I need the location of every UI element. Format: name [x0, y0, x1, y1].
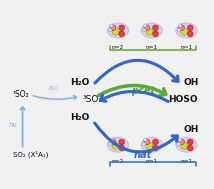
Circle shape — [187, 31, 193, 37]
Circle shape — [187, 25, 193, 31]
Circle shape — [187, 139, 193, 145]
Text: n=1: n=1 — [146, 159, 158, 164]
Circle shape — [177, 143, 180, 146]
Circle shape — [153, 25, 158, 31]
Ellipse shape — [141, 137, 162, 152]
Text: SO₂ (X¹A₁): SO₂ (X¹A₁) — [13, 151, 48, 158]
Ellipse shape — [176, 23, 197, 38]
Circle shape — [144, 25, 150, 31]
Circle shape — [146, 28, 153, 35]
FancyArrowPatch shape — [95, 60, 178, 83]
Text: n=1: n=1 — [180, 45, 193, 50]
FancyArrowPatch shape — [95, 123, 177, 152]
Circle shape — [144, 139, 150, 145]
Circle shape — [109, 143, 112, 146]
Text: hat: hat — [134, 149, 152, 160]
Text: HOSO: HOSO — [168, 95, 197, 105]
Circle shape — [110, 139, 116, 145]
Circle shape — [179, 25, 184, 31]
FancyArrowPatch shape — [33, 96, 76, 100]
FancyArrowPatch shape — [98, 85, 166, 96]
FancyArrowPatch shape — [101, 91, 168, 101]
Circle shape — [143, 28, 146, 32]
Circle shape — [181, 28, 188, 35]
Circle shape — [112, 28, 119, 35]
Ellipse shape — [107, 23, 129, 38]
Circle shape — [179, 139, 184, 145]
Circle shape — [153, 145, 158, 151]
Text: n=2: n=2 — [112, 159, 124, 164]
Circle shape — [178, 24, 182, 27]
Circle shape — [109, 28, 112, 32]
Text: n=2: n=2 — [112, 45, 124, 50]
Ellipse shape — [107, 137, 129, 152]
Circle shape — [146, 143, 153, 149]
Circle shape — [112, 143, 119, 149]
Circle shape — [187, 145, 193, 151]
Circle shape — [181, 143, 188, 149]
Circle shape — [119, 139, 125, 145]
Circle shape — [119, 25, 125, 31]
Text: ³SO₂: ³SO₂ — [82, 95, 102, 105]
Text: ISC: ISC — [49, 86, 59, 91]
Circle shape — [110, 25, 116, 31]
Circle shape — [144, 24, 147, 27]
Text: n=1: n=1 — [146, 45, 158, 50]
Text: H₂O: H₂O — [70, 113, 90, 122]
Text: H₂O: H₂O — [70, 78, 90, 87]
Circle shape — [144, 138, 147, 141]
Circle shape — [119, 31, 125, 37]
Circle shape — [178, 138, 182, 141]
Circle shape — [110, 138, 113, 141]
Ellipse shape — [141, 23, 162, 38]
Circle shape — [110, 24, 113, 27]
Text: OH: OH — [184, 78, 199, 87]
FancyArrowPatch shape — [21, 107, 25, 147]
Ellipse shape — [176, 137, 197, 152]
Circle shape — [153, 139, 158, 145]
Text: n=1: n=1 — [180, 159, 193, 164]
Text: OH: OH — [184, 125, 199, 134]
Circle shape — [119, 145, 125, 151]
Text: hν: hν — [9, 122, 18, 128]
Circle shape — [153, 31, 158, 37]
Text: pcet: pcet — [131, 86, 155, 96]
Circle shape — [143, 143, 146, 146]
Circle shape — [177, 28, 180, 32]
Text: ¹SO₂: ¹SO₂ — [13, 91, 29, 99]
